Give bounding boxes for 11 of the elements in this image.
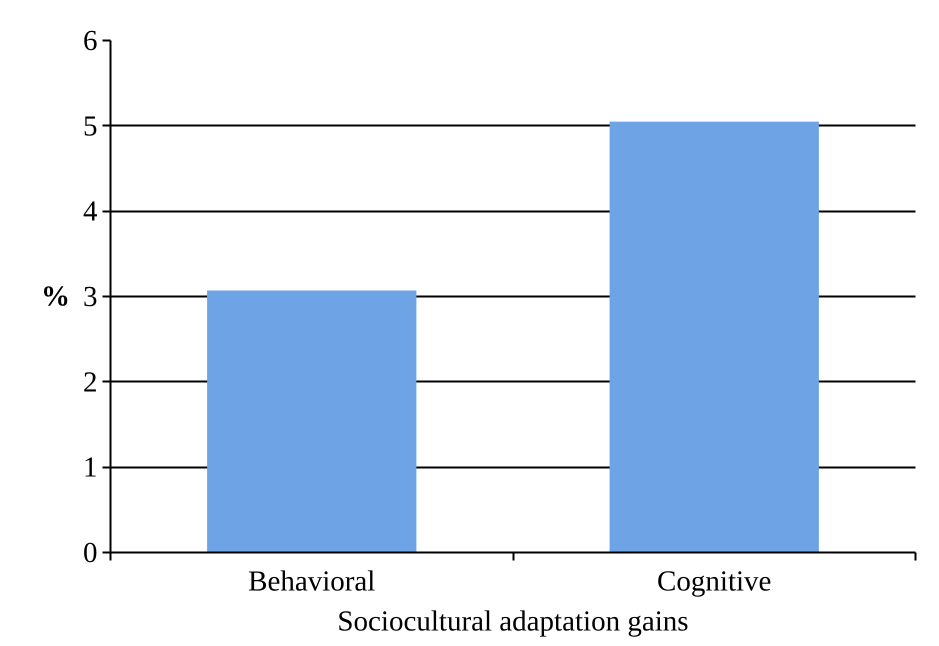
y-tick-label: 1 <box>83 452 98 484</box>
y-tick-label: 5 <box>83 110 98 142</box>
y-tick-label: 3 <box>83 281 98 313</box>
x-tick-label: Behavioral <box>248 566 376 598</box>
y-tick-label: 2 <box>83 366 98 398</box>
x-tick-label: Cognitive <box>657 566 772 598</box>
y-tick-label: 6 <box>83 25 98 57</box>
y-axis-title: % <box>41 280 70 312</box>
x-axis-title: Sociocultural adaptation gains <box>337 606 689 638</box>
y-tick-label: 0 <box>83 537 98 569</box>
y-tick-label: 4 <box>83 196 98 228</box>
